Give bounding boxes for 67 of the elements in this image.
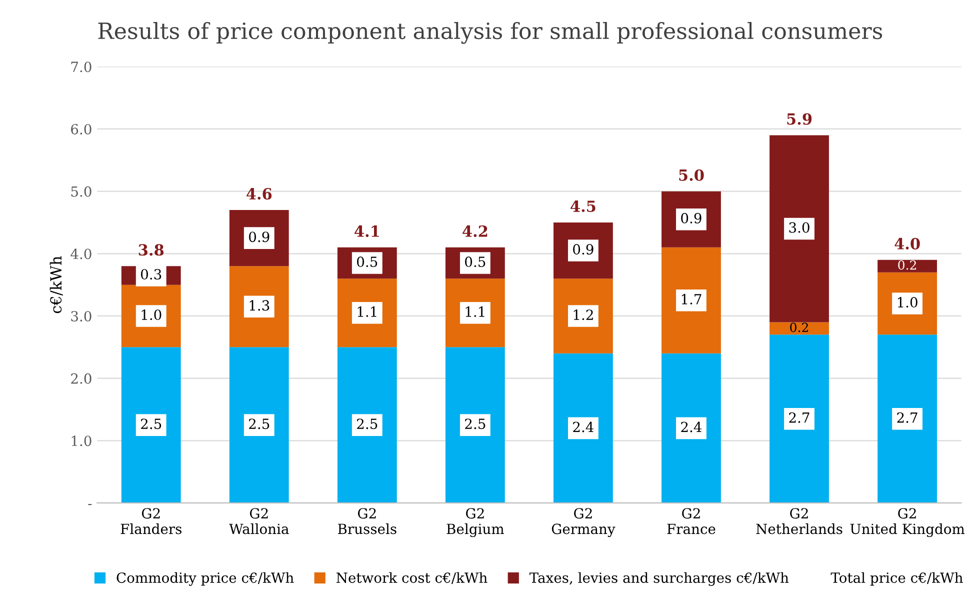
- data-label: 2.4: [573, 422, 594, 432]
- y-tick-label: -: [88, 504, 92, 506]
- bar: [770, 135, 829, 322]
- data-label: 0.5: [465, 256, 486, 268]
- legend-label: Taxes, levies and surcharges c€/kWh: [529, 572, 789, 586]
- data-label: 2.5: [249, 418, 270, 430]
- total-label: 4.6: [246, 188, 272, 200]
- data-label: 2.7: [897, 412, 918, 423]
- bar: [662, 247, 721, 354]
- total-label: 4.2: [462, 225, 488, 237]
- data-label: 0.9: [249, 232, 270, 242]
- data-label: 2.4: [681, 422, 702, 432]
- data-label: 1.1: [466, 306, 484, 317]
- y-tick-label: 5.0: [71, 186, 92, 197]
- data-label: 0.9: [573, 244, 594, 255]
- y-tick-label: 6.0: [71, 124, 92, 134]
- x-tick-label: G2 Belgium: [446, 508, 504, 538]
- legend-label: Commodity price c€/kWh: [116, 572, 294, 586]
- data-label: 0.2: [790, 322, 808, 332]
- y-tick-label: 2.0: [71, 373, 92, 384]
- data-label: 2.5: [357, 418, 378, 430]
- data-label: 1.0: [898, 297, 918, 308]
- data-label: 2.7: [789, 412, 810, 423]
- bar: [445, 347, 505, 503]
- x-tick-label: G2 France: [667, 508, 716, 534]
- bar: [662, 353, 721, 503]
- bar: [554, 353, 613, 503]
- legend-label: Network cost c€/kWh: [336, 572, 488, 584]
- total-label: 5.0: [679, 169, 704, 181]
- total-label: 3.8: [138, 244, 164, 256]
- bar: [229, 347, 289, 503]
- bar: [878, 334, 937, 503]
- x-tick-label: G2 United Kingdom: [850, 508, 965, 538]
- total-label: 4.5: [570, 200, 596, 212]
- total-label: 4.0: [894, 238, 920, 250]
- total-label: 4.1: [354, 225, 379, 237]
- x-tick-label: G2 Flanders: [120, 508, 182, 534]
- y-tick-label: 3.0: [71, 310, 92, 322]
- data-label: 1.0: [142, 310, 162, 320]
- bar: [121, 347, 181, 503]
- data-label: 3.0: [789, 222, 810, 233]
- x-tick-label: G2 Brussels: [338, 508, 396, 534]
- data-label: 1.7: [682, 294, 702, 304]
- data-label: 2.5: [465, 418, 486, 430]
- y-axis-title: c€/kWh: [50, 256, 63, 314]
- bar: [337, 347, 397, 503]
- total-label: 5.9: [787, 113, 812, 125]
- data-label: 1.2: [574, 310, 593, 320]
- bar: [770, 322, 829, 335]
- bar: [770, 334, 829, 503]
- data-label: 1.3: [250, 300, 270, 311]
- text: Total price c€/kWh: [830, 572, 963, 586]
- x-tick-label: G2 Wallonia: [229, 508, 289, 534]
- x-tick-label: G2 Netherlands: [756, 508, 842, 534]
- data-label: 1.1: [358, 306, 376, 317]
- y-tick-label: 4.0: [70, 248, 92, 260]
- data-label: 2.5: [141, 418, 162, 430]
- data-label: 0.3: [140, 268, 162, 280]
- x-tick-label: G2 Germany: [552, 508, 616, 538]
- chart-title: Results of price component analysis for small professional consumers: [98, 22, 882, 44]
- y-tick-label: 7.0: [71, 62, 92, 72]
- y-tick-label: 1.0: [72, 436, 92, 446]
- data-label: 0.2: [898, 260, 916, 270]
- bar: [878, 260, 937, 272]
- data-label: 0.5: [357, 256, 378, 268]
- data-label: 0.9: [681, 212, 702, 224]
- bar: [229, 266, 289, 348]
